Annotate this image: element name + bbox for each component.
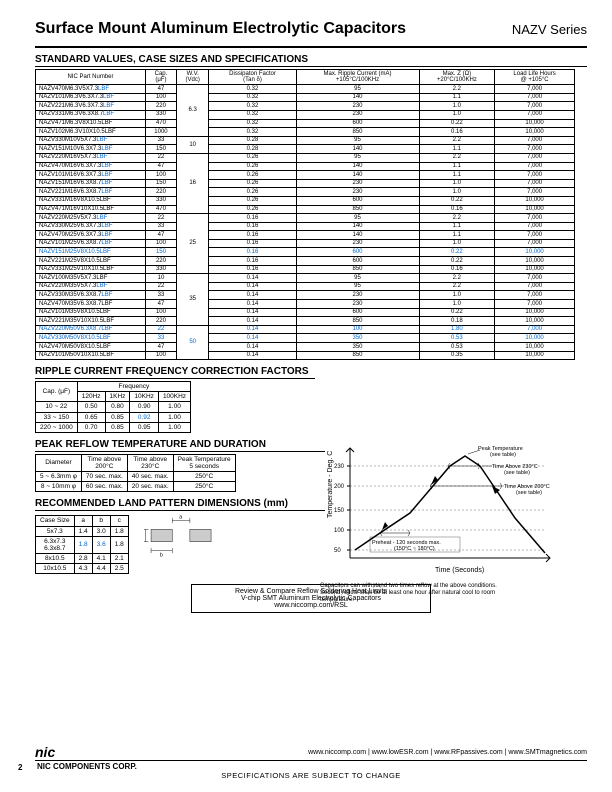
peak-table: DiameterTime above200°CTime above230°CPe… bbox=[35, 454, 236, 493]
standard-values-table: NIC Part NumberCap.(μF)W.V.(Vdc)Dissipat… bbox=[35, 69, 575, 360]
footer: nic www.niccomp.com | www.lowESR.com | w… bbox=[35, 744, 587, 780]
series-label: NAZV Series bbox=[512, 22, 587, 37]
chart-note: Capacitors can withstand two times reflo… bbox=[320, 583, 570, 605]
section-land: RECOMMENDED LAND PATTERN DIMENSIONS (mm) bbox=[35, 498, 325, 511]
section-ripple: RIPPLE CURRENT FREQUENCY CORRECTION FACT… bbox=[35, 366, 315, 379]
svg-text:100: 100 bbox=[334, 528, 345, 534]
land-pattern-diagram: a c b bbox=[144, 513, 219, 558]
svg-text:200: 200 bbox=[334, 484, 345, 490]
svg-text:(see table): (see table) bbox=[516, 490, 542, 496]
reflow-chart: 50 100 150 200 230 Temperature - Deg. C Time… bbox=[320, 438, 570, 605]
svg-text:150: 150 bbox=[334, 508, 345, 514]
footer-links: www.niccomp.com | www.lowESR.com | www.R… bbox=[308, 749, 587, 756]
svg-text:a: a bbox=[179, 515, 182, 521]
section-peak: PEAK REFLOW TEMPERATURE AND DURATION bbox=[35, 439, 325, 452]
svg-text:230: 230 bbox=[334, 464, 345, 470]
svg-text:(see table): (see table) bbox=[490, 452, 516, 458]
svg-text:50: 50 bbox=[334, 548, 341, 554]
logo: nic bbox=[35, 744, 55, 760]
svg-text:(150°C ~ 180°C): (150°C ~ 180°C) bbox=[394, 546, 435, 552]
ripple-table: Cap. (μF)Frequency120Hz1KHz10KHz100KHz10… bbox=[35, 381, 191, 433]
svg-text:b: b bbox=[160, 553, 163, 558]
section-standard: STANDARD VALUES, CASE SIZES AND SPECIFIC… bbox=[35, 54, 587, 67]
page-number: 2 bbox=[18, 763, 22, 772]
corp-name: NIC COMPONENTS CORP. bbox=[37, 762, 137, 771]
svg-text:Time (Seconds): Time (Seconds) bbox=[435, 567, 484, 574]
svg-text:(see table): (see table) bbox=[504, 470, 530, 476]
land-pattern-table: Case Sizeabc5x7.31.43.01.86.3x7.36.3x8.7… bbox=[35, 515, 129, 574]
spec-change: SPECIFICATIONS ARE SUBJECT TO CHANGE bbox=[35, 771, 587, 780]
page-title: Surface Mount Aluminum Electrolytic Capa… bbox=[35, 20, 406, 38]
svg-text:Temperature - Deg. C: Temperature - Deg. C bbox=[327, 451, 334, 518]
